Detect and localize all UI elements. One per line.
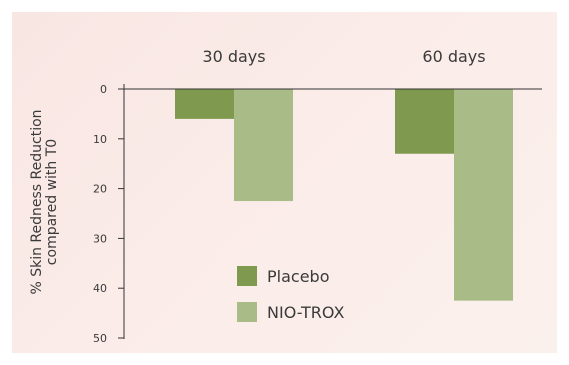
y-tick-label: 30 <box>93 232 107 245</box>
y-tick-label: 0 <box>100 83 107 96</box>
bar-nio-trox <box>454 89 513 301</box>
bar-placebo <box>395 89 454 154</box>
category-label: 30 days <box>202 47 265 66</box>
y-axis: 0 10 20 30 40 50 <box>93 83 125 345</box>
y-tick-label: 40 <box>93 282 107 295</box>
legend-swatch <box>237 266 257 286</box>
bar-chart: % Skin Redness Reduction compared with T0… <box>29 47 542 345</box>
legend: Placebo NIO-TROX <box>237 266 344 322</box>
category-labels: 30 days 60 days <box>202 47 485 66</box>
y-tick-label: 10 <box>93 133 107 146</box>
y-axis-label-line: % Skin Redness Reduction <box>29 109 45 294</box>
y-tick-label: 50 <box>93 332 107 345</box>
bar-placebo <box>175 89 234 119</box>
legend-swatch <box>237 302 257 322</box>
legend-label: Placebo <box>267 267 329 286</box>
y-tick-label: 20 <box>93 183 107 196</box>
category-label: 60 days <box>422 47 485 66</box>
y-axis-label: % Skin Redness Reduction compared with T0 <box>29 109 60 294</box>
legend-label: NIO-TROX <box>267 303 344 322</box>
bar-nio-trox <box>234 89 293 202</box>
chart-panel: % Skin Redness Reduction compared with T0… <box>12 12 557 353</box>
y-axis-label-line: compared with T0 <box>44 139 60 265</box>
bars <box>175 89 513 301</box>
